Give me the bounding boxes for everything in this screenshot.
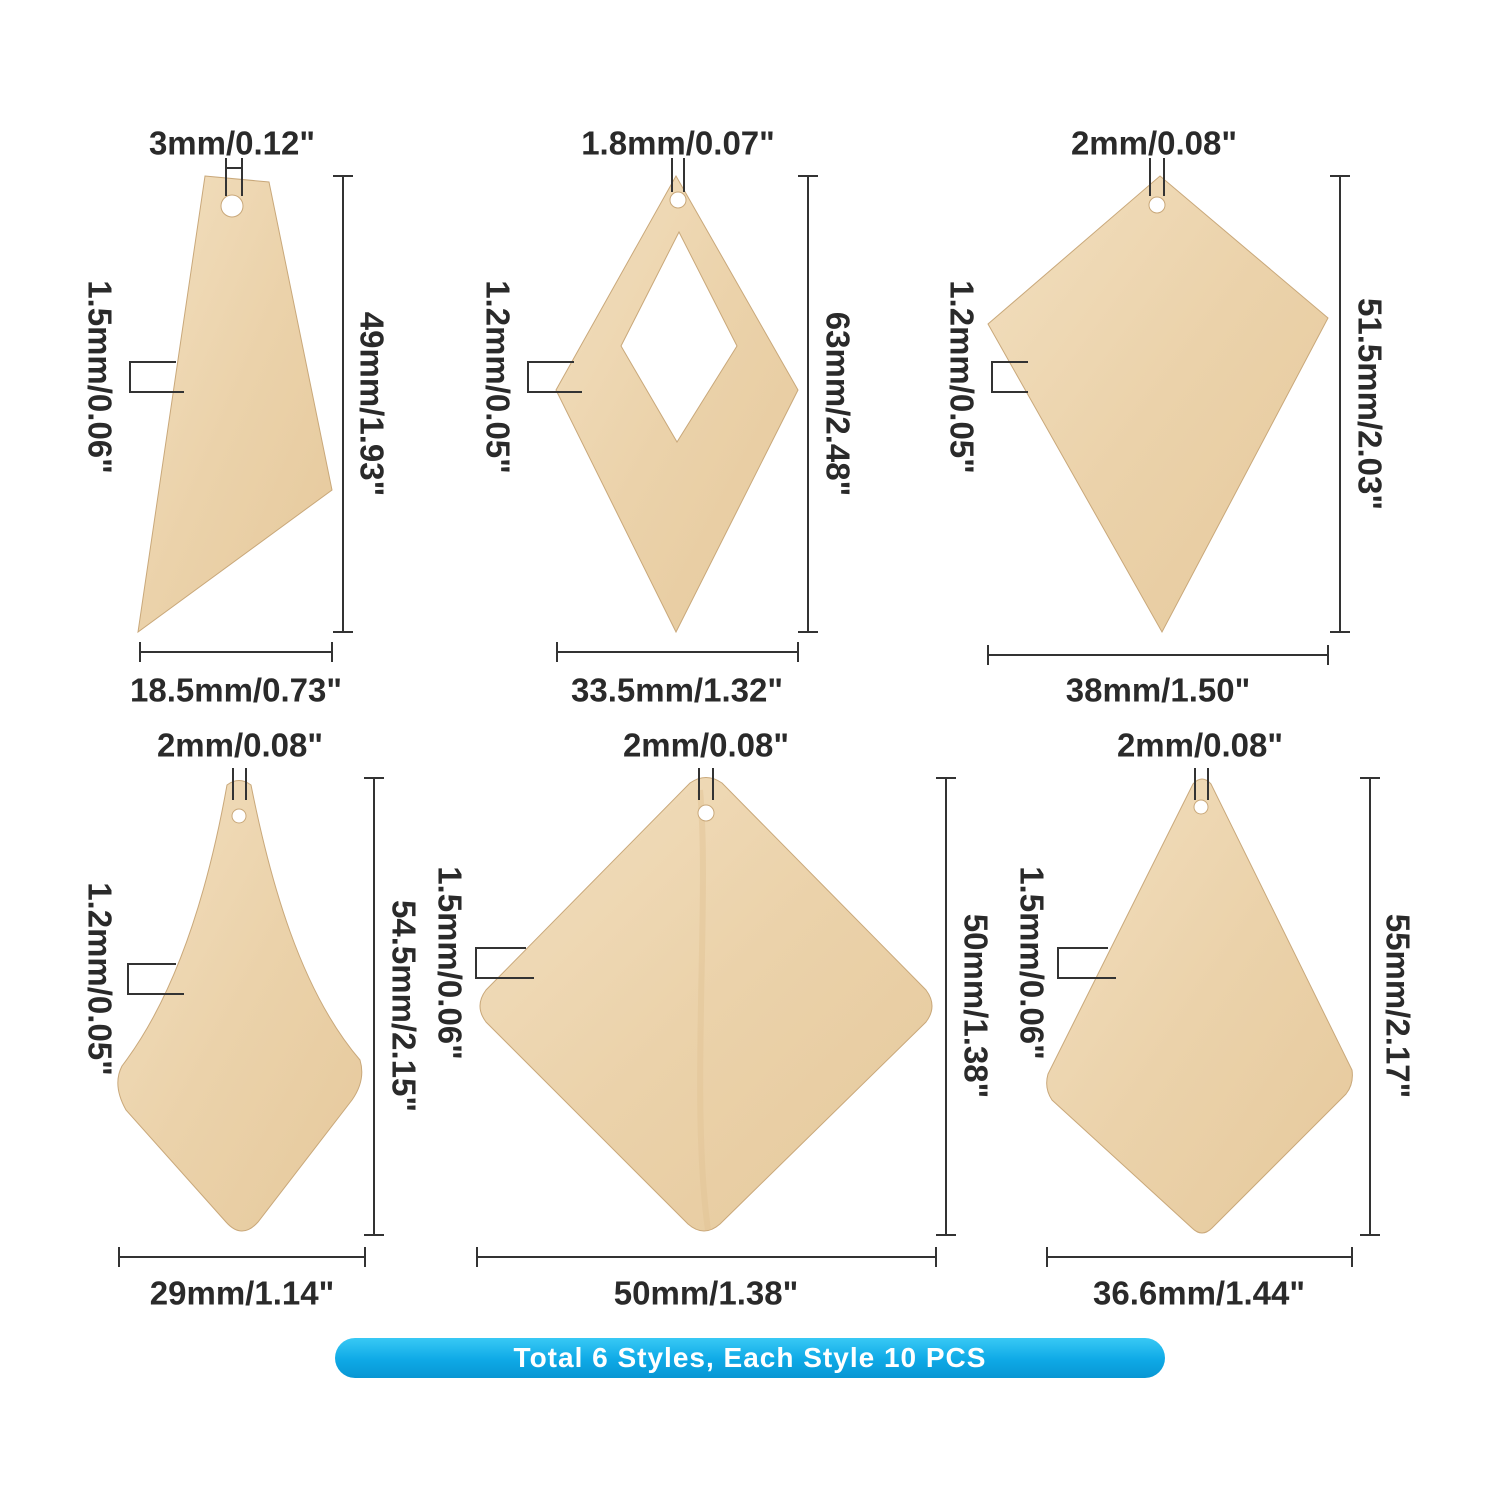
thickness-label: 1.5mm/0.06" [81, 280, 119, 474]
height-label: 54.5mm/2.15" [385, 900, 423, 1112]
hole-diameter-label: 3mm/0.12" [148, 124, 316, 162]
piece-teardrop [117, 780, 363, 1232]
hole-diameter-label: 2mm/0.08" [156, 726, 324, 764]
thickness-label: 1.2mm/0.05" [943, 280, 981, 474]
hanging-hole [220, 194, 244, 218]
hanging-hole [231, 808, 247, 824]
width-label: 50mm/1.38" [613, 1274, 799, 1312]
thickness-label: 1.2mm/0.05" [479, 280, 517, 474]
hanging-hole [669, 191, 687, 209]
quantity-banner: Total 6 Styles, Each Style 10 PCS [335, 1338, 1165, 1378]
hole-diameter-label: 1.8mm/0.07" [581, 124, 775, 162]
hole-diameter-label: 2mm/0.08" [622, 726, 790, 764]
hole-diameter-label: 2mm/0.08" [1116, 726, 1284, 764]
hanging-hole [1148, 196, 1166, 214]
hanging-hole [1193, 799, 1209, 815]
piece-square-diamond [479, 777, 933, 1232]
piece-trapezoid [137, 175, 333, 634]
dimension-lines [118, 158, 1380, 1267]
width-label: 38mm/1.50" [1065, 671, 1251, 709]
hole-diameter-label: 2mm/0.08" [1070, 124, 1238, 162]
piece-tall-kite [1046, 778, 1353, 1234]
thickness-label: 1.2mm/0.05" [81, 882, 119, 1076]
thickness-label: 1.5mm/0.06" [431, 866, 469, 1060]
quantity-banner-text: Total 6 Styles, Each Style 10 PCS [513, 1342, 987, 1373]
width-label: 29mm/1.14" [149, 1274, 335, 1312]
height-label: 55mm/2.17" [1379, 913, 1417, 1099]
height-label: 63mm/2.48" [819, 311, 857, 497]
width-label: 36.6mm/1.44" [1093, 1274, 1305, 1312]
piece-hollow-rhombus [555, 174, 799, 634]
height-label: 51.5mm/2.03" [1351, 298, 1389, 510]
height-label: 50mm/1.38" [957, 913, 995, 1099]
hanging-hole [697, 804, 715, 822]
width-label: 18.5mm/0.73" [130, 671, 342, 709]
width-label: 33.5mm/1.32" [571, 671, 783, 709]
piece-kite [987, 175, 1329, 634]
thickness-label: 1.5mm/0.06" [1013, 866, 1051, 1060]
height-label: 49mm/1.93" [353, 311, 391, 497]
